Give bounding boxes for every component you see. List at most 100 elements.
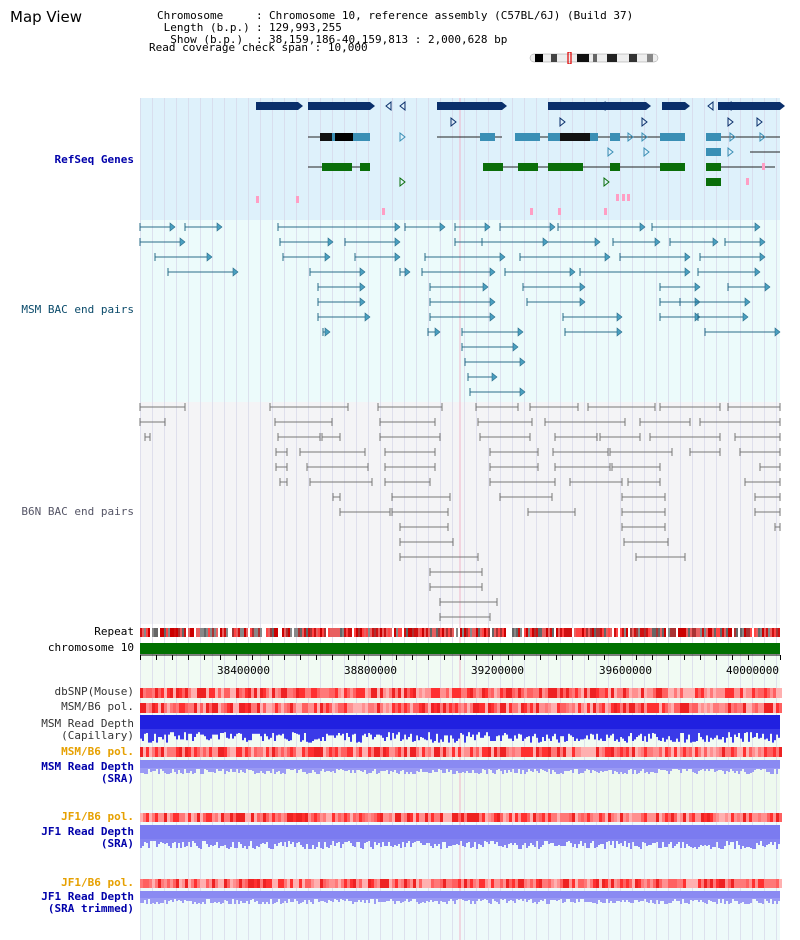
label-msm-depth-sra-1[interactable]: MSM Read Depth xyxy=(41,760,134,773)
label-refseq[interactable]: RefSeq Genes xyxy=(55,153,134,166)
depth-bar xyxy=(474,898,476,904)
polymorphism-cell xyxy=(212,879,215,888)
gene-marker xyxy=(627,194,630,201)
label-msm-b6-pol2[interactable]: MSM/B6 pol. xyxy=(61,745,134,758)
depth-bar xyxy=(198,768,200,769)
polymorphism-cell xyxy=(548,747,551,757)
depth-bar xyxy=(314,729,316,740)
polymorphism-cell xyxy=(365,703,368,713)
polymorphism-cell xyxy=(497,813,500,822)
depth-bar xyxy=(354,729,356,734)
refseq-genes-track[interactable] xyxy=(256,100,785,215)
depth-bar xyxy=(320,898,322,901)
gene-marker xyxy=(530,208,533,215)
depth-bar xyxy=(714,839,716,847)
depth-bar xyxy=(176,768,178,774)
polymorphism-cell xyxy=(761,879,764,888)
label-jf1-depth-1[interactable]: JF1 Read Depth xyxy=(41,825,134,838)
depth-bar xyxy=(228,768,230,772)
depth-bar xyxy=(144,729,146,734)
depth-bar xyxy=(518,729,520,734)
label-jf1-b6-pol[interactable]: JF1/B6 pol. xyxy=(61,810,134,823)
polymorphism-cell xyxy=(407,703,410,713)
depth-bar xyxy=(500,729,502,741)
label-b6n-bac[interactable]: B6N BAC end pairs xyxy=(21,505,134,518)
polymorphism-cell xyxy=(317,703,320,713)
depth-bar xyxy=(550,898,552,900)
polymorphism-cell xyxy=(776,703,779,713)
polymorphism-cell xyxy=(551,747,554,757)
depth-bar xyxy=(150,729,152,743)
gene-tick xyxy=(641,131,648,143)
depth-bar xyxy=(706,839,708,846)
depth-bar xyxy=(214,839,216,845)
polymorphism-cell xyxy=(416,688,419,698)
polymorphism-cell xyxy=(272,688,275,698)
repeat-track[interactable] xyxy=(140,628,780,637)
polymorphism-cell xyxy=(431,703,434,713)
depth-bar xyxy=(302,898,304,902)
depth-bar xyxy=(498,729,500,736)
depth-bar xyxy=(234,729,236,737)
b6n-bac-track[interactable] xyxy=(139,403,781,621)
depth-bar xyxy=(454,768,456,774)
label-repeat[interactable]: Repeat xyxy=(94,625,134,638)
depth-bar xyxy=(500,898,502,899)
repeat-element xyxy=(646,628,648,637)
polymorphism-cell xyxy=(221,688,224,698)
depth-bar xyxy=(140,768,142,773)
label-msm-bac[interactable]: MSM BAC end pairs xyxy=(21,303,134,316)
polymorphism-cell xyxy=(317,879,320,888)
polymorphism-cell xyxy=(227,813,230,822)
polymorphism-cell xyxy=(308,813,311,822)
polymorphism-cell xyxy=(398,688,401,698)
repeat-element xyxy=(290,628,292,637)
polymorphism-cell xyxy=(494,703,497,713)
repeat-element xyxy=(504,628,506,637)
msm-bac-track[interactable] xyxy=(139,222,781,397)
label-msm-depth-cap-1[interactable]: MSM Read Depth xyxy=(41,717,134,730)
depth-bar xyxy=(158,768,160,774)
repeat-element xyxy=(196,628,198,637)
polymorphism-cell xyxy=(596,879,599,888)
polymorphism-cell xyxy=(299,813,302,822)
repeat-element xyxy=(266,628,268,637)
label-msm-b6-pol[interactable]: MSM/B6 pol. xyxy=(61,700,134,713)
repeat-element xyxy=(770,628,772,637)
depth-bar xyxy=(368,768,370,773)
polymorphism-cell xyxy=(263,879,266,888)
repeat-element xyxy=(464,628,466,637)
msm-bac-arrow xyxy=(359,267,366,277)
depth-bar xyxy=(478,768,480,774)
polymorphism-cell xyxy=(734,688,737,698)
polymorphism-tracks[interactable] xyxy=(140,688,782,888)
depth-bar xyxy=(316,839,318,847)
chromosome-ideogram[interactable] xyxy=(529,52,659,64)
repeat-element xyxy=(488,628,490,637)
depth-bar xyxy=(514,839,516,843)
depth-bar xyxy=(410,898,412,901)
depth-bar xyxy=(436,729,438,734)
depth-bar xyxy=(432,839,434,848)
polymorphism-cell xyxy=(719,688,722,698)
label-jf1-b6-pol2[interactable]: JF1/B6 pol. xyxy=(61,876,134,889)
label-jf1-trim-1[interactable]: JF1 Read Depth xyxy=(41,890,134,903)
polymorphism-cell xyxy=(755,688,758,698)
label-dbsnp[interactable]: dbSNP(Mouse) xyxy=(55,685,134,698)
read-depth-tracks[interactable] xyxy=(140,715,780,904)
repeat-element xyxy=(680,628,682,637)
depth-bar xyxy=(230,839,232,847)
polymorphism-cell xyxy=(359,703,362,713)
repeat-element xyxy=(188,628,190,637)
depth-bar xyxy=(220,839,222,846)
polymorphism-cell xyxy=(239,688,242,698)
repeat-element xyxy=(350,628,352,637)
depth-bar xyxy=(334,729,336,738)
depth-bar xyxy=(544,898,546,899)
polymorphism-cell xyxy=(575,813,578,822)
depth-bar xyxy=(580,898,582,899)
polymorphism-cell xyxy=(338,688,341,698)
depth-bar xyxy=(242,898,244,903)
depth-bar xyxy=(678,839,680,842)
